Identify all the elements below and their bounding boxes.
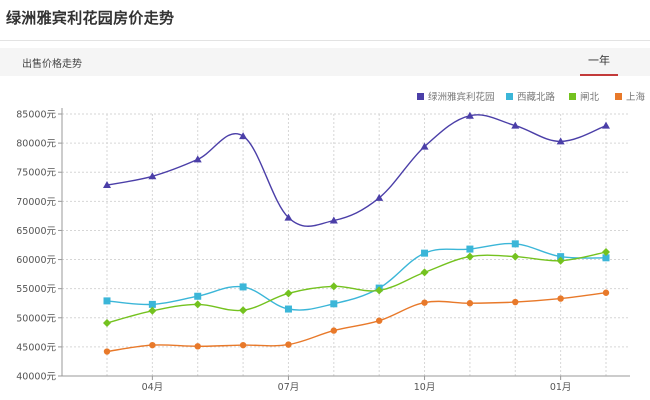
- y-tick-label: 85000元: [16, 110, 56, 121]
- data-point: [284, 213, 293, 221]
- data-point: [193, 300, 202, 309]
- title-divider: [0, 40, 650, 41]
- series-line-1: [106, 242, 607, 311]
- data-point: [602, 254, 610, 262]
- data-point: [602, 247, 610, 256]
- data-point: [194, 292, 202, 300]
- data-point: [375, 286, 384, 295]
- data-point: [375, 193, 384, 201]
- legend-swatch: [615, 93, 622, 100]
- legend-label: 闸北: [580, 91, 600, 103]
- data-point: [556, 256, 565, 265]
- data-point: [556, 137, 565, 145]
- data-point: [602, 121, 610, 129]
- data-point: [148, 172, 157, 180]
- data-point: [420, 142, 429, 150]
- section-label: 出售价格走势: [22, 59, 82, 70]
- series-markers: [103, 111, 610, 355]
- data-point: [103, 181, 111, 189]
- data-point: [375, 317, 383, 324]
- y-tick-label: 75000元: [16, 168, 56, 179]
- y-tick-label: 40000元: [16, 372, 56, 383]
- y-tick-label: 60000元: [16, 255, 56, 266]
- data-point: [465, 111, 474, 119]
- data-point: [148, 306, 157, 315]
- data-point: [103, 297, 111, 305]
- data-point: [557, 253, 565, 261]
- x-tick-label: 01月: [550, 382, 572, 393]
- legend-label: 上海: [626, 91, 646, 103]
- data-point: [194, 343, 201, 350]
- data-point: [284, 305, 292, 313]
- data-point: [511, 240, 519, 248]
- series-line-2: [106, 251, 607, 324]
- data-point: [193, 155, 202, 163]
- data-point: [239, 306, 248, 315]
- data-point: [466, 300, 474, 307]
- y-tick-label: 50000元: [16, 313, 56, 324]
- price-trend-chart: 85000元 80000元 75000元 70000元 65000元 60000元 5500…: [16, 91, 646, 393]
- data-point: [239, 283, 247, 291]
- x-tick-label: 07月: [278, 382, 300, 393]
- data-point: [239, 132, 248, 140]
- data-point: [330, 327, 338, 334]
- tab-one-year[interactable]: 一年: [578, 53, 620, 76]
- data-point: [421, 299, 428, 306]
- series-line-3: [106, 292, 607, 353]
- data-point: [148, 300, 156, 308]
- y-tick-label: 65000元: [16, 226, 56, 237]
- data-point: [285, 341, 292, 348]
- data-point: [421, 249, 429, 257]
- data-point: [511, 121, 520, 129]
- y-axis-labels: 85000元 80000元 75000元 70000元 65000元 60000元 5500…: [16, 110, 56, 383]
- data-point: [149, 341, 156, 349]
- legend-swatch: [417, 93, 424, 100]
- legend-swatch: [506, 93, 513, 100]
- data-point: [329, 216, 338, 224]
- chart-grid: [62, 113, 630, 377]
- data-point: [602, 289, 610, 296]
- chart-axes: [58, 108, 630, 380]
- data-point: [329, 282, 338, 291]
- page-title: 绿洲雅宾利花园房价走势: [6, 9, 175, 27]
- y-tick-label: 70000元: [16, 197, 56, 208]
- series-line-0: [106, 114, 607, 227]
- data-point: [511, 252, 520, 261]
- data-point: [465, 252, 474, 261]
- data-point: [239, 341, 247, 349]
- data-point: [466, 245, 474, 253]
- data-point: [103, 348, 111, 355]
- y-tick-label: 55000元: [16, 284, 56, 295]
- data-point: [557, 295, 564, 302]
- chart-legend: 绿洲雅宾利花园 西藏北路 闸北 上海: [417, 91, 646, 103]
- data-point: [284, 289, 293, 298]
- legend-swatch: [569, 93, 576, 100]
- data-point: [512, 298, 519, 306]
- legend-label: 绿洲雅宾利花园: [428, 91, 495, 103]
- chart-subheader: 出售价格走势 一年: [0, 48, 650, 76]
- y-tick-label: 80000元: [16, 139, 56, 150]
- data-point: [330, 300, 338, 308]
- x-tick-label: 04月: [142, 382, 164, 393]
- data-point: [420, 268, 429, 277]
- x-tick-label: 10月: [414, 382, 436, 393]
- data-point: [103, 319, 111, 328]
- x-axis-labels: 04月 07月 10月 01月: [142, 382, 572, 393]
- y-tick-label: 45000元: [16, 342, 56, 353]
- series-lines: [106, 114, 607, 353]
- legend-label: 西藏北路: [517, 91, 556, 103]
